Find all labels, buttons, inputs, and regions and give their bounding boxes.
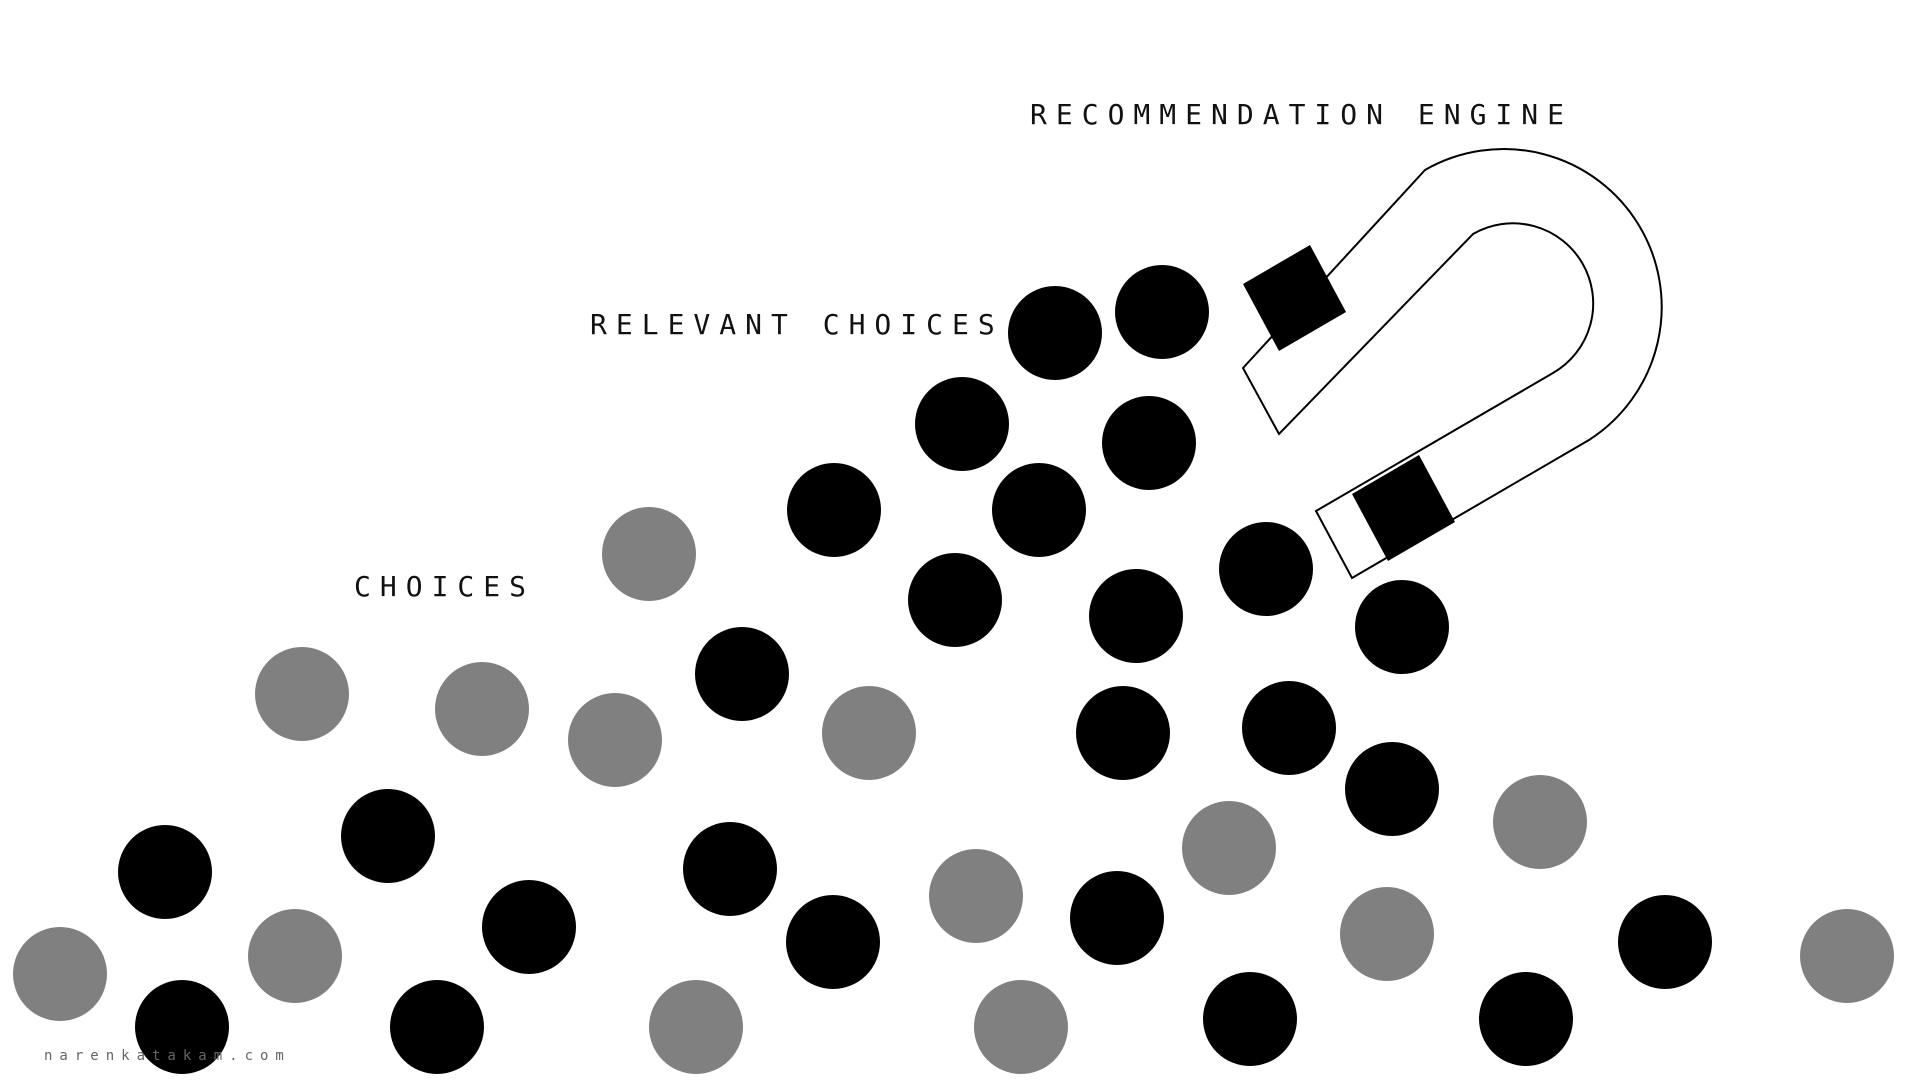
relevant-choice-dot <box>908 553 1002 647</box>
choices-label: CHOICES <box>354 570 535 603</box>
relevant-choice-dot <box>135 980 229 1074</box>
relevant-choice-dot <box>992 463 1086 557</box>
choice-dots <box>13 265 1894 1074</box>
magnet-icon <box>1241 148 1663 580</box>
recommendation-engine-label: RECOMMENDATION ENGINE <box>1030 98 1573 131</box>
magnet-pole-bottom <box>1352 455 1455 561</box>
magnet-pole-top <box>1243 245 1346 351</box>
relevant-choice-dot <box>1618 895 1712 989</box>
relevant-choice-dot <box>1076 686 1170 780</box>
choice-dot <box>248 909 342 1003</box>
relevant-choice-dot <box>1479 972 1573 1066</box>
relevant-choice-dot <box>1115 265 1209 359</box>
choice-dot <box>929 849 1023 943</box>
relevant-choice-dot <box>341 789 435 883</box>
choice-dot <box>1340 887 1434 981</box>
relevant-choice-dot <box>1203 972 1297 1066</box>
relevant-choice-dot <box>786 895 880 989</box>
choice-dot <box>435 662 529 756</box>
relevant-choice-dot <box>1242 681 1336 775</box>
relevant-choice-dot <box>482 880 576 974</box>
choice-dot <box>822 686 916 780</box>
choice-dot <box>1182 801 1276 895</box>
relevant-choice-dot <box>787 463 881 557</box>
relevant-choice-dot <box>1102 396 1196 490</box>
relevant-choice-dot <box>1089 569 1183 663</box>
relevant-choice-dot <box>1355 580 1449 674</box>
relevant-choice-dot <box>695 627 789 721</box>
relevant-choice-dot <box>1345 742 1439 836</box>
relevant-choice-dot <box>1008 286 1102 380</box>
choice-dot <box>974 980 1068 1074</box>
relevant-choice-dot <box>1219 522 1313 616</box>
choice-dot <box>649 980 743 1074</box>
magnet-body <box>1241 148 1663 580</box>
relevant-choices-label: RELEVANT CHOICES <box>590 308 1004 341</box>
choice-dot <box>255 647 349 741</box>
choice-dot <box>1493 775 1587 869</box>
relevant-choice-dot <box>1070 871 1164 965</box>
relevant-choice-dot <box>683 822 777 916</box>
site-credit: narenkatakam.com <box>44 1048 291 1064</box>
choice-dot <box>13 927 107 1021</box>
relevant-choice-dot <box>390 980 484 1074</box>
choice-dot <box>602 507 696 601</box>
choice-dot <box>1800 909 1894 1003</box>
relevant-choice-dot <box>118 825 212 919</box>
choice-dot <box>568 693 662 787</box>
relevant-choice-dot <box>915 377 1009 471</box>
